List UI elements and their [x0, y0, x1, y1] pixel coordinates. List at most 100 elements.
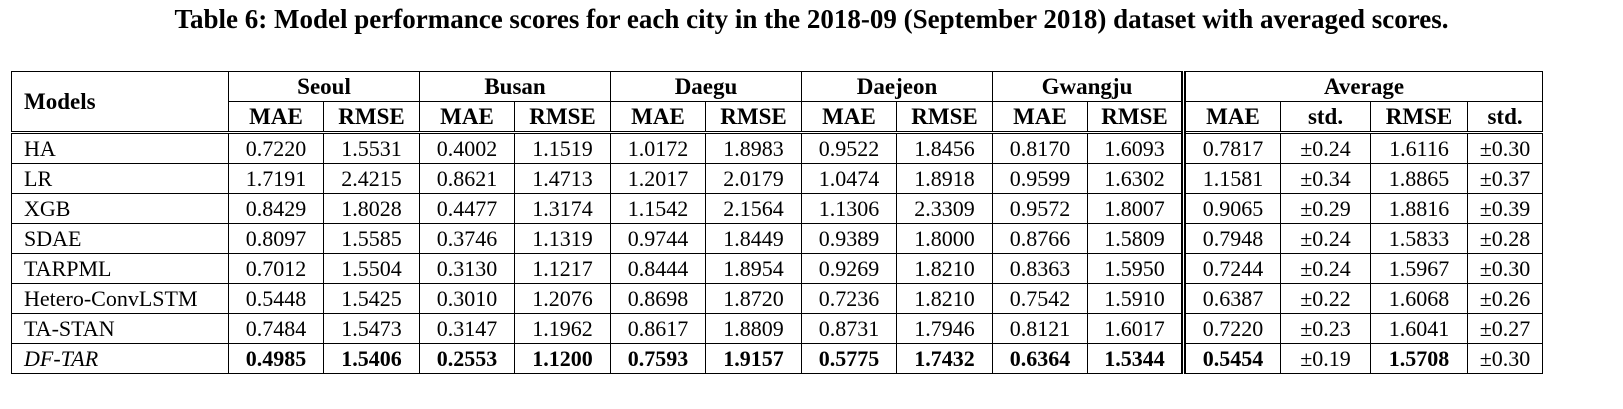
- avg-value: 0.7220: [1181, 313, 1282, 344]
- avg-value: 1.5708: [1370, 343, 1469, 374]
- avg-value: 1.5833: [1370, 223, 1469, 254]
- metric-header-mae: MAE: [228, 101, 324, 133]
- avg-value: 1.5967: [1370, 253, 1469, 284]
- avg-value: 1.6068: [1370, 283, 1469, 314]
- cell-value: 0.8698: [610, 283, 706, 314]
- cell-value: 1.9157: [705, 343, 802, 374]
- metric-header-rmse: RMSE: [895, 101, 994, 133]
- cell-value: 1.5473: [323, 313, 420, 344]
- cell-value: 2.1564: [705, 193, 802, 224]
- table-row: XGB 0.8429 1.8028 0.4477 1.3174 1.1542 2…: [11, 193, 1544, 224]
- avg-value: ±0.24: [1280, 253, 1372, 284]
- cell-value: 1.5585: [323, 223, 420, 254]
- cell-value: 0.7593: [610, 343, 706, 374]
- header-row-metrics: MAE RMSE MAE RMSE MAE RMSE MAE RMSE MAE …: [12, 101, 1544, 133]
- cell-value: 1.8720: [705, 283, 802, 314]
- cell-value: 0.9269: [801, 253, 897, 284]
- cell-value: 1.0474: [801, 163, 897, 194]
- avg-value: 0.9065: [1181, 193, 1282, 224]
- model-name: LR: [11, 163, 229, 194]
- table-row: SDAE 0.8097 1.5585 0.3746 1.1319 0.9744 …: [11, 223, 1544, 254]
- cell-value: 2.4215: [323, 163, 420, 194]
- avg-value: 1.8865: [1370, 163, 1469, 194]
- cell-value: 1.1962: [514, 313, 611, 344]
- average-header: Average: [1181, 71, 1544, 102]
- avg-value: ±0.39: [1467, 193, 1544, 224]
- cell-value: 0.2553: [419, 343, 515, 374]
- model-name: SDAE: [11, 223, 229, 254]
- metric-header-mae: MAE: [419, 101, 515, 133]
- avg-value: 0.7817: [1181, 131, 1282, 164]
- city-header-seoul: Seoul: [228, 71, 420, 102]
- cell-value: 1.8028: [323, 193, 420, 224]
- cell-value: 0.8444: [610, 253, 706, 284]
- cell-value: 2.3309: [895, 193, 994, 224]
- cell-value: 0.3147: [419, 313, 515, 344]
- cell-value: 0.7012: [228, 253, 324, 284]
- cell-value: 1.7432: [895, 343, 994, 374]
- cell-value: 0.9744: [610, 223, 706, 254]
- metric-header-avg-mae-std: std.: [1280, 101, 1372, 133]
- table-row: HA 0.7220 1.5531 0.4002 1.1519 1.0172 1.…: [11, 131, 1544, 164]
- results-table: Models Seoul Busan Daegu Daejeon Gwangju…: [11, 71, 1544, 374]
- table-row-best: DF-TAR 0.4985 1.5406 0.2553 1.1200 0.759…: [11, 343, 1544, 374]
- avg-value: ±0.30: [1467, 343, 1544, 374]
- cell-value: 0.7236: [801, 283, 897, 314]
- cell-value: 0.8363: [992, 253, 1089, 284]
- table-row: TA-STAN 0.7484 1.5473 0.3147 1.1962 0.86…: [11, 313, 1544, 344]
- cell-value: 1.8210: [895, 283, 994, 314]
- cell-value: 1.7191: [228, 163, 324, 194]
- cell-value: 0.7542: [992, 283, 1089, 314]
- cell-value: 0.8097: [228, 223, 324, 254]
- metric-header-rmse: RMSE: [1087, 101, 1185, 133]
- cell-value: 1.1319: [514, 223, 611, 254]
- avg-value: ±0.29: [1280, 193, 1372, 224]
- cell-value: 1.5344: [1087, 343, 1185, 374]
- cell-value: 0.8731: [801, 313, 897, 344]
- avg-value: ±0.24: [1280, 131, 1372, 164]
- city-header-daegu: Daegu: [610, 71, 802, 102]
- avg-value: ±0.23: [1280, 313, 1372, 344]
- cell-value: 1.1306: [801, 193, 897, 224]
- avg-value: ±0.28: [1467, 223, 1544, 254]
- metric-header-mae: MAE: [610, 101, 706, 133]
- avg-value: ±0.34: [1280, 163, 1372, 194]
- table-caption: Table 6: Model performance scores for ea…: [174, 4, 1449, 34]
- cell-value: 0.3746: [419, 223, 515, 254]
- cell-value: 1.8449: [705, 223, 802, 254]
- avg-value: ±0.37: [1467, 163, 1544, 194]
- table-row: TARPML 0.7012 1.5504 0.3130 1.1217 0.844…: [11, 253, 1544, 284]
- cell-value: 1.3174: [514, 193, 611, 224]
- cell-value: 1.8456: [895, 131, 994, 164]
- cell-value: 1.7946: [895, 313, 994, 344]
- cell-value: 1.8007: [1087, 193, 1185, 224]
- cell-value: 1.5809: [1087, 223, 1185, 254]
- cell-value: 1.1519: [514, 131, 611, 164]
- cell-value: 1.5406: [323, 343, 420, 374]
- cell-value: 1.1542: [610, 193, 706, 224]
- city-header-busan: Busan: [419, 71, 611, 102]
- avg-value: ±0.30: [1467, 253, 1544, 284]
- cell-value: 0.5775: [801, 343, 897, 374]
- header-row-cities: Models Seoul Busan Daegu Daejeon Gwangju…: [11, 71, 1544, 133]
- metric-header-mae: MAE: [992, 101, 1089, 133]
- cell-value: 1.5910: [1087, 283, 1185, 314]
- cell-value: 0.6364: [992, 343, 1089, 374]
- city-header-daejeon: Daejeon: [800, 71, 994, 102]
- cell-value: 0.8121: [992, 313, 1089, 344]
- avg-value: ±0.19: [1280, 343, 1372, 374]
- cell-value: 1.8954: [705, 253, 802, 284]
- cell-value: 0.3130: [419, 253, 515, 284]
- metric-header-rmse: RMSE: [514, 101, 611, 133]
- cell-value: 0.5448: [228, 283, 324, 314]
- avg-value: ±0.24: [1280, 223, 1372, 254]
- avg-value: 1.6116: [1370, 131, 1469, 164]
- avg-value: 0.7244: [1181, 253, 1282, 284]
- cell-value: 1.8210: [895, 253, 994, 284]
- model-name: XGB: [11, 193, 229, 224]
- cell-value: 0.7220: [228, 131, 324, 164]
- model-name: TA-STAN: [11, 313, 229, 344]
- avg-value: ±0.26: [1467, 283, 1544, 314]
- cell-value: 1.1200: [514, 343, 611, 374]
- table-row: Hetero-ConvLSTM 0.5448 1.5425 0.3010 1.2…: [11, 283, 1544, 314]
